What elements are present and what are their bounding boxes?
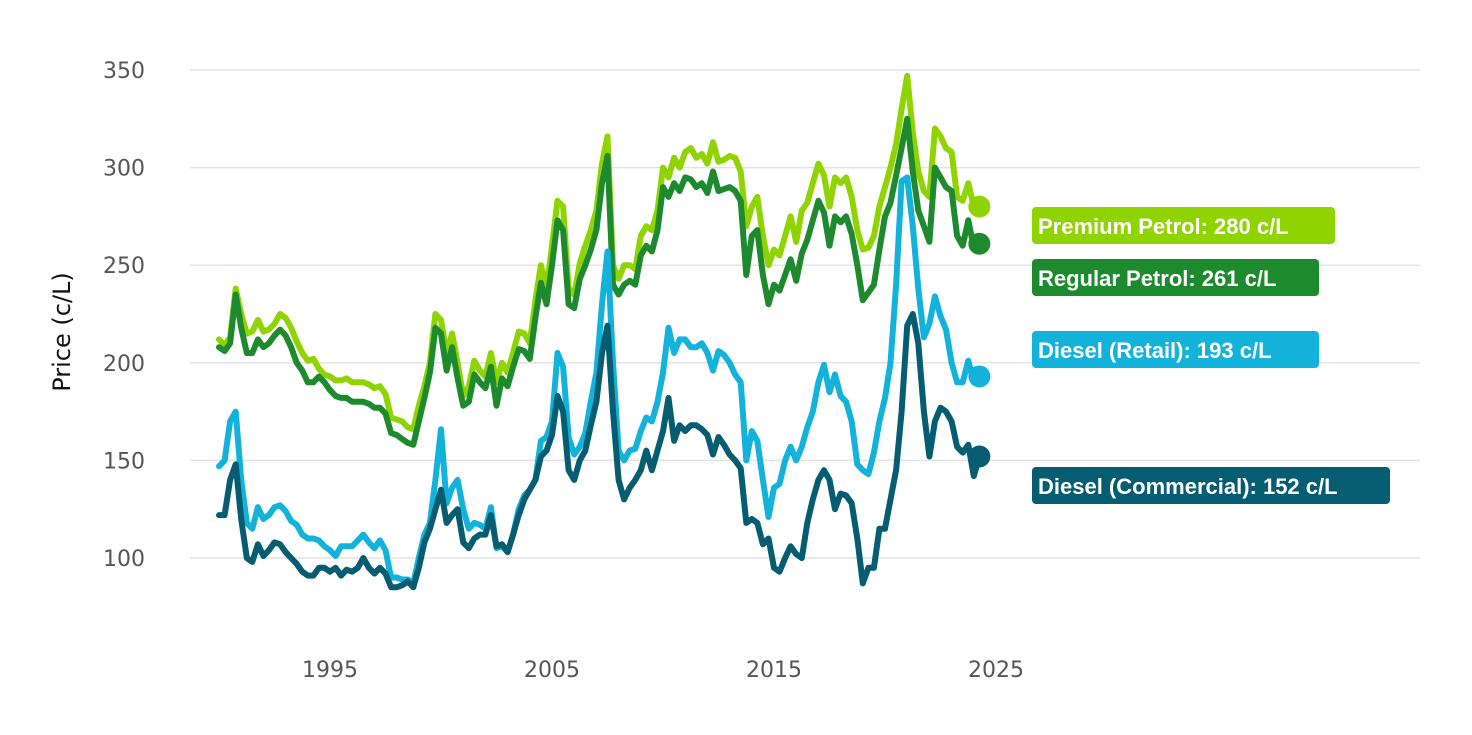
x-tick-label: 2005: [524, 658, 580, 683]
series-label-text: Premium Petrol: 280 c/L: [1038, 214, 1289, 239]
series-end-markers: [968, 195, 991, 468]
series-end-label: Diesel (Retail): 193 c/L: [1032, 331, 1319, 368]
series-line-2: [216, 115, 983, 448]
series-end-marker: [968, 232, 991, 255]
series-line-4: [216, 311, 983, 591]
series-end-marker: [968, 365, 991, 388]
series-end-marker: [968, 195, 991, 218]
series-label-box: [1032, 207, 1335, 244]
y-tick-label: 200: [103, 352, 145, 377]
series-label-text: Regular Petrol: 261 c/L: [1038, 266, 1276, 291]
x-tick-label: 2015: [746, 658, 802, 683]
series-end-labels: Premium Petrol: 280 c/L Regular Petrol: 2…: [1032, 207, 1390, 504]
series-line-3: [216, 174, 983, 587]
series-end-label: Diesel (Commercial): 152 c/L: [1032, 467, 1390, 504]
series-end-label: Regular Petrol: 261 c/L: [1032, 259, 1319, 296]
y-tick-label: 350: [103, 59, 145, 84]
series-label-box: [1032, 467, 1390, 504]
series-label-box: [1032, 331, 1319, 368]
x-tick-label: 1995: [302, 658, 358, 683]
y-axis-ticks: 100 150 200 250 300 350: [103, 59, 145, 572]
x-axis-ticks: 1995 2005 2015 2025: [302, 658, 1024, 683]
y-tick-label: 100: [103, 547, 145, 572]
series-end-label: Premium Petrol: 280 c/L: [1032, 207, 1335, 244]
series-label-box: [1032, 259, 1319, 296]
series-lines: [216, 72, 983, 591]
gridlines: [190, 69, 1420, 559]
y-tick-label: 300: [103, 157, 145, 182]
y-axis-title: Price (c/L): [48, 272, 76, 392]
series-label-text: Diesel (Retail): 193 c/L: [1038, 338, 1272, 363]
series-label-text: Diesel (Commercial): 152 c/L: [1038, 474, 1338, 499]
series-end-marker: [968, 445, 991, 468]
x-tick-label: 2025: [968, 658, 1024, 683]
y-tick-label: 250: [103, 254, 145, 279]
y-tick-label: 150: [103, 449, 145, 474]
